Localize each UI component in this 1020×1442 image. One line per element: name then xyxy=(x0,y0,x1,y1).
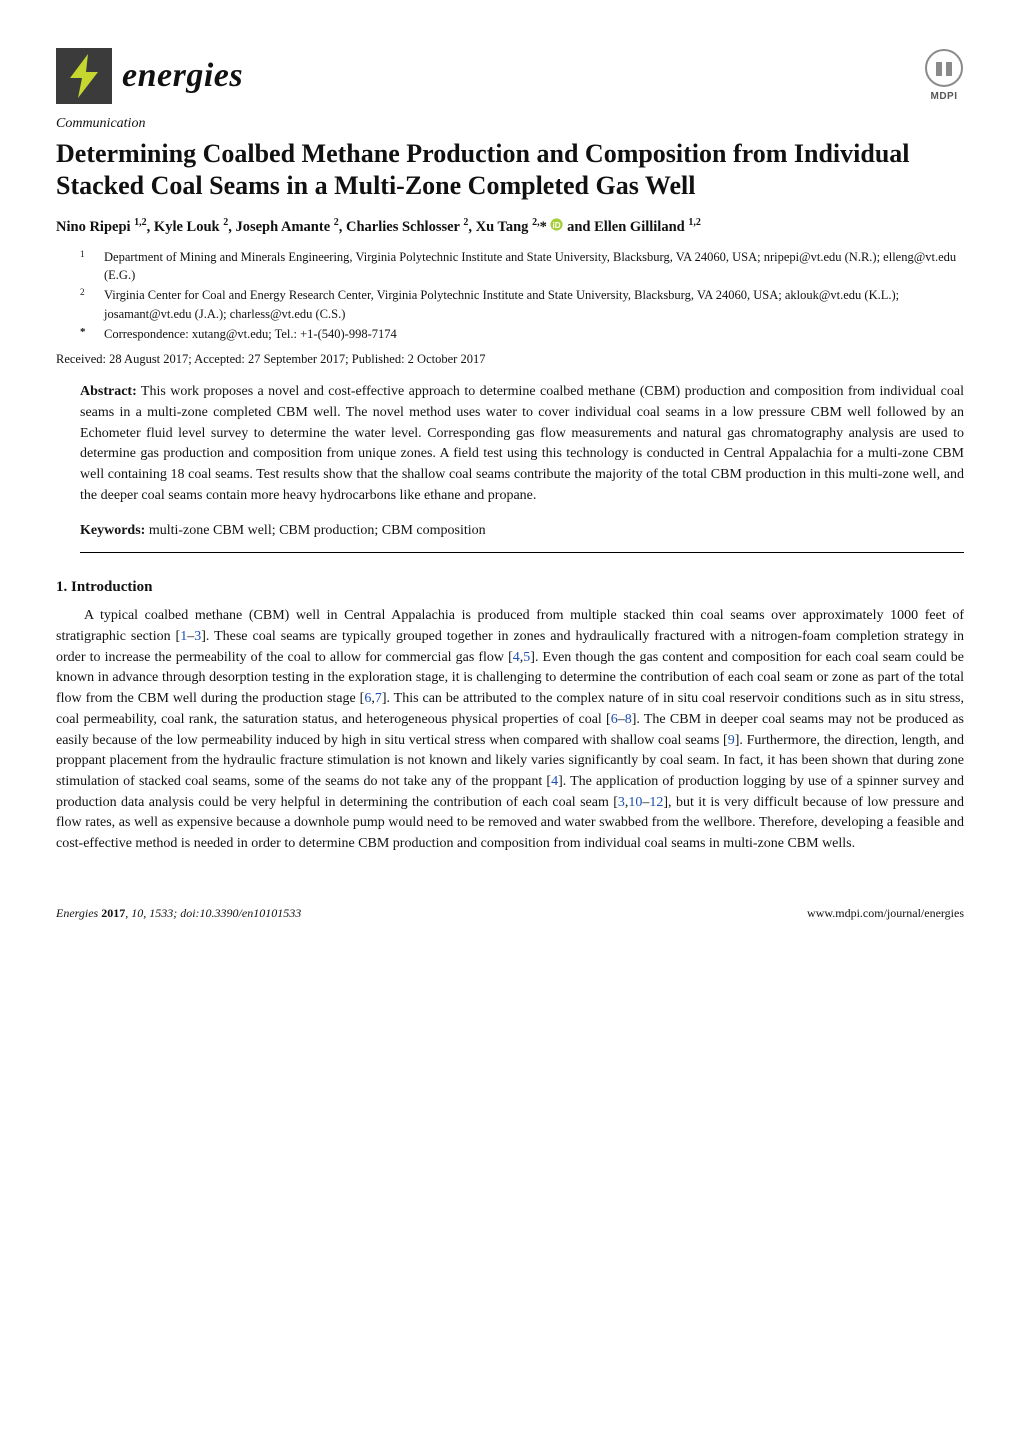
footer-left: Energies 2017, 10, 1533; doi:10.3390/en1… xyxy=(56,905,301,922)
affiliations-block: 1 Department of Mining and Minerals Engi… xyxy=(56,248,964,343)
citation-link[interactable]: 12 xyxy=(649,795,663,810)
abstract-text: This work proposes a novel and cost-effe… xyxy=(80,384,964,503)
correspondence-text: Correspondence: xutang@vt.edu; Tel.: +1-… xyxy=(104,325,964,343)
author-text: , Xu Tang xyxy=(468,218,532,234)
keywords-label: Keywords: xyxy=(80,523,145,538)
affil-text: Department of Mining and Minerals Engine… xyxy=(104,248,964,284)
citation-link[interactable]: 7 xyxy=(375,691,382,706)
dates-line: Received: 28 August 2017; Accepted: 27 S… xyxy=(56,351,964,369)
author-text: Nino Ripepi xyxy=(56,218,134,234)
authors-line: Nino Ripepi 1,2, Kyle Louk 2, Joseph Ama… xyxy=(56,215,964,239)
affil-number: 2 xyxy=(80,287,85,297)
separator-rule xyxy=(80,552,964,553)
abstract-label: Abstract: xyxy=(80,384,137,399)
article-type: Communication xyxy=(56,114,964,134)
energies-logo-icon xyxy=(56,48,112,104)
body-paragraph: A typical coalbed methane (CBM) well in … xyxy=(56,606,964,855)
affil-number: 1 xyxy=(80,249,85,259)
page-footer: Energies 2017, 10, 1533; doi:10.3390/en1… xyxy=(56,905,964,922)
corresponding-star: * xyxy=(540,218,547,234)
citation-link[interactable]: 8 xyxy=(625,712,632,727)
journal-logo-block: energies xyxy=(56,48,243,104)
keywords-block: Keywords: multi-zone CBM well; CBM produ… xyxy=(56,521,964,541)
citation-link[interactable]: 4 xyxy=(513,650,520,665)
citation-link[interactable]: 4 xyxy=(551,774,558,789)
body-text: – xyxy=(618,712,625,727)
publisher-name: MDPI xyxy=(931,90,958,104)
author-text: , Kyle Louk xyxy=(147,218,224,234)
abstract-block: Abstract: This work proposes a novel and… xyxy=(56,382,964,506)
author-text: and Ellen Gilliland xyxy=(563,218,688,234)
correspondence-row: * Correspondence: xutang@vt.edu; Tel.: +… xyxy=(80,325,964,343)
author-affil-sup: 2, xyxy=(532,217,540,228)
footer-journal: Energies xyxy=(56,906,101,920)
publisher-logo: MDPI xyxy=(924,48,964,104)
keywords-text: multi-zone CBM well; CBM production; CBM… xyxy=(145,523,485,538)
affiliation-row: 2 Virginia Center for Coal and Energy Re… xyxy=(80,286,964,322)
citation-link[interactable]: 9 xyxy=(728,733,735,748)
correspondence-star: * xyxy=(80,326,86,338)
affil-text: Virginia Center for Coal and Energy Rese… xyxy=(104,286,964,322)
section-heading: 1. Introduction xyxy=(56,577,964,598)
author-text: , Joseph Amante xyxy=(228,218,334,234)
journal-name: energies xyxy=(122,52,243,100)
affiliation-row: 1 Department of Mining and Minerals Engi… xyxy=(80,248,964,284)
author-text: , Charlies Schlosser xyxy=(339,218,464,234)
footer-year: 2017 xyxy=(101,906,125,920)
orcid-icon: iD xyxy=(550,218,563,231)
citation-link[interactable]: 10 xyxy=(628,795,642,810)
header-row: energies MDPI xyxy=(56,48,964,104)
footer-citation: , 10, 1533; doi:10.3390/en10101533 xyxy=(125,906,301,920)
author-affil-sup: 1,2 xyxy=(688,217,701,228)
footer-right: www.mdpi.com/journal/energies xyxy=(807,905,964,922)
article-title: Determining Coalbed Methane Production a… xyxy=(56,138,964,203)
author-affil-sup: 1,2 xyxy=(134,217,147,228)
svg-text:iD: iD xyxy=(553,221,561,230)
mdpi-icon xyxy=(924,48,964,88)
citation-link[interactable]: 3 xyxy=(618,795,625,810)
citation-link[interactable]: 6 xyxy=(611,712,618,727)
